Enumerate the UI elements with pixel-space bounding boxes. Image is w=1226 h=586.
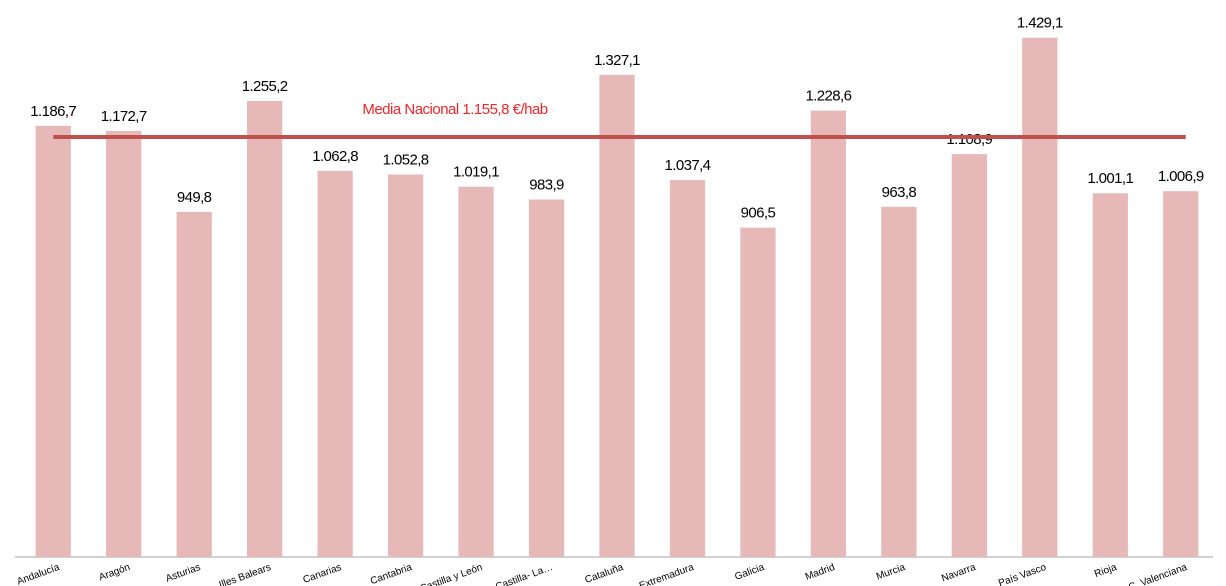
x-tick-label: País Vasco [997,562,1048,586]
bar [1022,37,1058,558]
value-label: 949,8 [177,189,212,206]
bar [35,125,71,557]
x-tick-label: Cantabria [369,562,414,586]
bar [740,227,776,557]
bar [951,154,987,557]
x-tick-label: Madrid [804,562,836,583]
x-tick-label: Aragón [98,562,132,583]
x-tick-label: Galicia [733,562,766,583]
value-label: 1.019,1 [453,164,499,181]
bar [1163,191,1199,557]
bar [599,74,635,557]
x-tick-label: Extremadura [638,562,696,586]
bar [176,211,212,557]
bar [317,170,353,557]
x-tick-label: Castilla y León [419,562,484,586]
reference-label: Media Nacional 1.155,8 €/hab [362,101,547,118]
x-tick-label: Asturias [164,562,202,585]
x-tick-label: Illes Balears [218,562,273,586]
bar [1092,193,1128,557]
x-tick-label: C. Valenciana [1127,562,1189,586]
value-label: 906,5 [741,205,776,222]
x-tick-label: Navarra [940,562,978,585]
value-label: 1.228,6 [805,88,851,105]
value-label: 1.429,1 [1017,15,1063,32]
x-tick-label: Cataluña [584,562,626,586]
bar [458,186,494,558]
x-tick-label: Andalucía [16,562,62,586]
value-label: 1.255,2 [242,78,288,95]
value-label: 1.052,8 [383,151,429,168]
x-tick-label: Castilla- La… [494,562,554,586]
bar [669,180,706,557]
bar [106,130,142,557]
value-label: 1.006,9 [1158,168,1204,185]
x-tick-label: Rioja [1093,562,1119,580]
bar [810,110,847,557]
x-tick-label: Murcia [875,562,907,583]
bar [387,174,424,557]
bar [881,206,917,557]
value-label: 1.172,7 [101,108,147,125]
value-label: 1.108,9 [946,131,992,148]
value-label: 1.186,7 [30,103,76,120]
value-label: 1.001,1 [1087,170,1133,187]
value-label: 963,8 [882,184,917,201]
value-label: 1.037,4 [665,157,711,174]
value-label: 1.062,8 [312,148,358,165]
value-label: 1.327,1 [594,52,640,69]
value-label: 983,9 [529,176,564,193]
x-tick-label: Canarias [302,562,343,586]
bar [247,100,283,557]
bar [528,199,565,557]
